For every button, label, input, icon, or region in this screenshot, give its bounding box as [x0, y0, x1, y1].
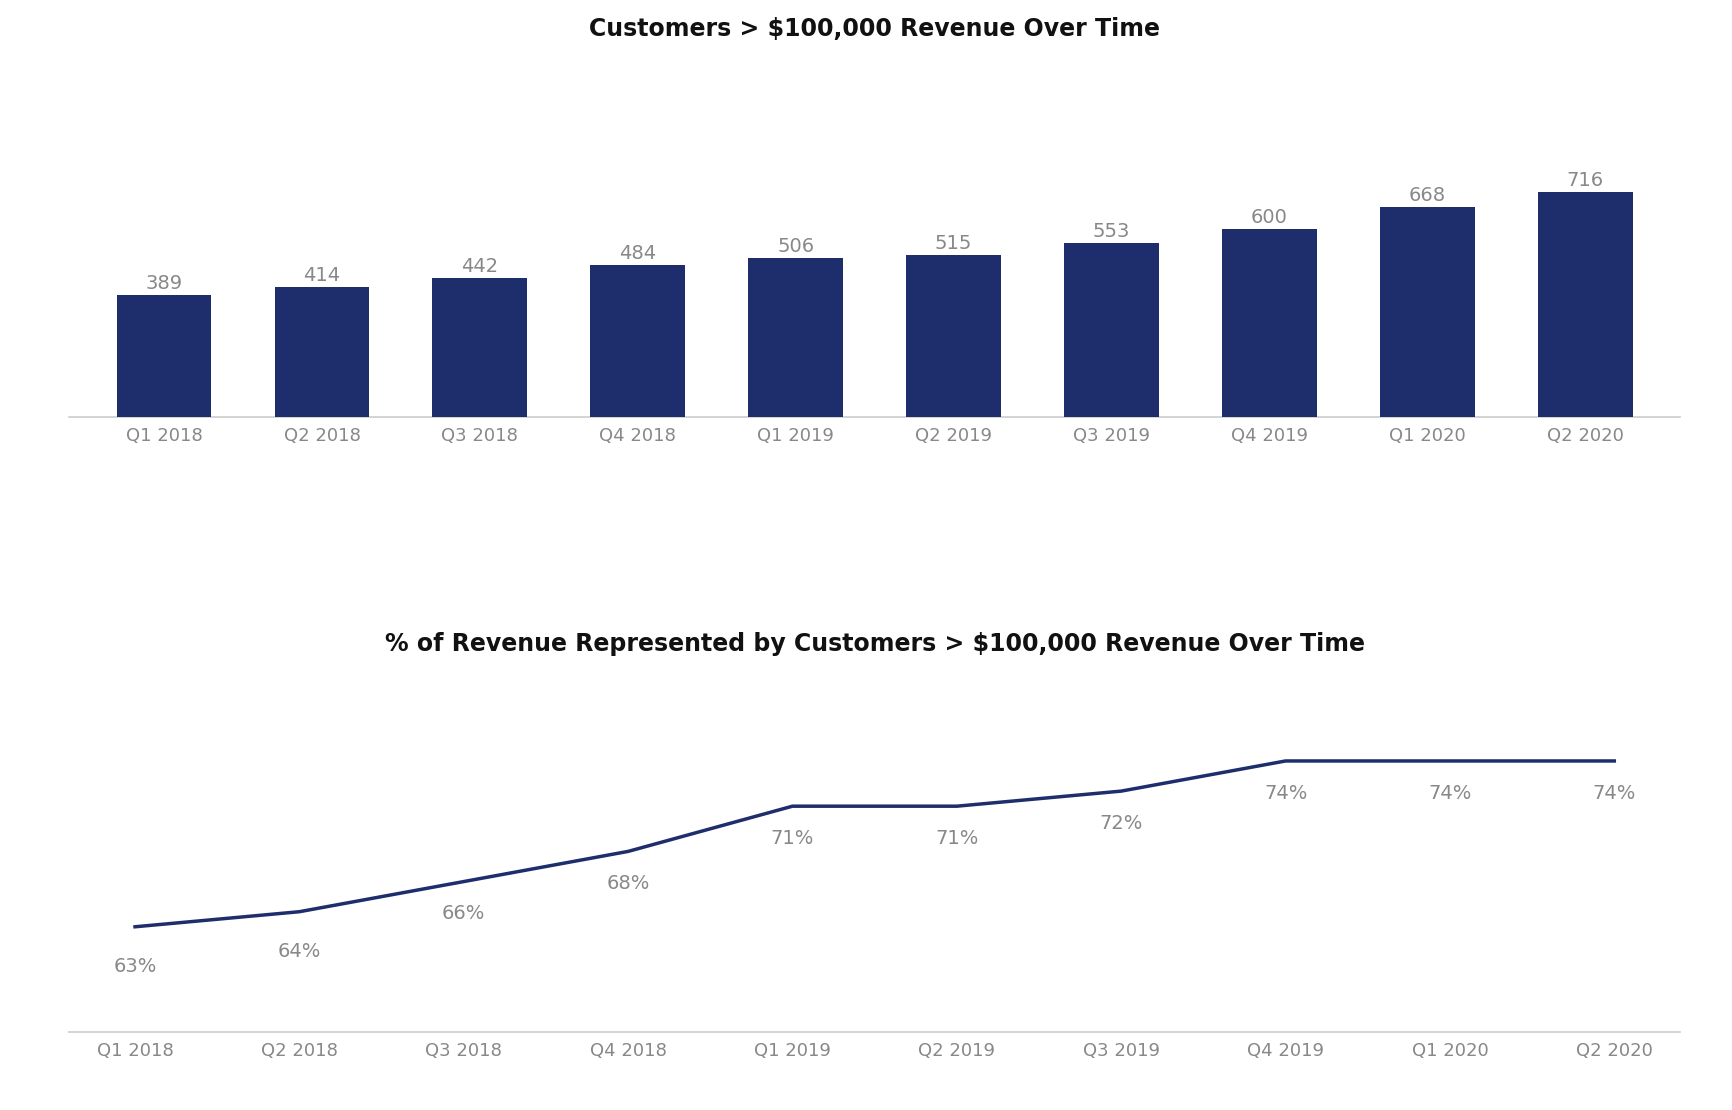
Bar [116, 295, 211, 417]
Text: 74%: 74% [1429, 784, 1472, 803]
Text: 71%: 71% [771, 829, 814, 848]
Bar [1538, 192, 1633, 417]
Text: 716: 716 [1567, 171, 1604, 190]
Text: 72%: 72% [1100, 814, 1143, 832]
Text: 74%: 74% [1264, 784, 1308, 803]
Bar [433, 279, 527, 417]
Bar [1380, 208, 1474, 417]
Text: 71%: 71% [935, 829, 979, 848]
Text: 64%: 64% [277, 942, 320, 961]
Text: 414: 414 [303, 266, 341, 285]
Text: 668: 668 [1408, 186, 1446, 205]
Text: 600: 600 [1251, 208, 1289, 226]
Text: 74%: 74% [1593, 784, 1637, 803]
Text: 68%: 68% [606, 874, 650, 894]
Bar [906, 255, 1001, 417]
Title: Customers > $100,000 Revenue Over Time: Customers > $100,000 Revenue Over Time [589, 17, 1160, 41]
Text: 63%: 63% [113, 957, 156, 976]
Text: 442: 442 [461, 258, 499, 276]
Bar [748, 259, 843, 417]
Title: % of Revenue Represented by Customers > $100,000 Revenue Over Time: % of Revenue Represented by Customers > … [385, 632, 1365, 656]
Bar [591, 265, 686, 417]
Text: 515: 515 [935, 234, 972, 253]
Text: 484: 484 [620, 244, 656, 263]
Text: 66%: 66% [442, 905, 485, 924]
Bar [1223, 229, 1316, 417]
Text: 553: 553 [1093, 222, 1131, 241]
Bar [275, 287, 369, 417]
Text: 389: 389 [145, 274, 182, 293]
Text: 506: 506 [778, 238, 814, 256]
Bar [1063, 243, 1159, 417]
